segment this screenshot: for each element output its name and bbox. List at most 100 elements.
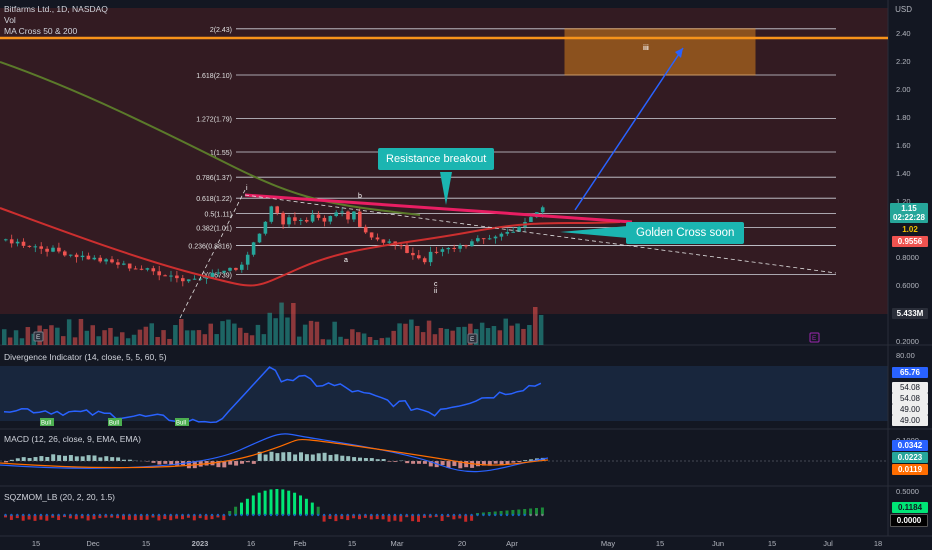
sqz-dot [529, 513, 532, 517]
volume-bar [379, 338, 385, 345]
sqz-bar [428, 515, 432, 518]
sqz-dot [216, 513, 220, 517]
sqz-dot [423, 513, 426, 517]
sqz-dot [69, 513, 72, 517]
golden-cross-pointer [560, 226, 628, 238]
candle-body [4, 239, 8, 241]
macd-histogram [228, 461, 233, 465]
sqz-dot [429, 513, 432, 517]
macd-histogram [122, 459, 126, 461]
volume-bar [367, 336, 373, 345]
sqz-dot [511, 513, 515, 517]
wave-iii-label: iii [643, 45, 649, 52]
candle-body [80, 255, 85, 258]
volume-bar [7, 337, 13, 345]
sqz-bar [369, 515, 373, 520]
volume-bar [90, 325, 95, 345]
ma-label[interactable]: MA Cross 50 & 200 [4, 26, 78, 36]
macd-histogram [316, 453, 321, 461]
resistance-line [244, 193, 633, 224]
sqz-dot [535, 513, 538, 517]
candle-body [352, 211, 356, 220]
sqz-bar [422, 515, 426, 518]
candle-body [92, 257, 97, 260]
sqz-bar [234, 506, 238, 515]
target-box [564, 28, 756, 76]
sqz-bar [411, 515, 415, 522]
candle-body [281, 212, 285, 225]
sqz-dot [122, 513, 125, 517]
resistance-pointer [440, 172, 452, 205]
sqz-bar [310, 502, 314, 515]
candle-body [234, 267, 238, 270]
sqz-bar [157, 515, 161, 521]
sqz-dot [252, 513, 255, 517]
sqz-bar [316, 506, 320, 515]
vol-label[interactable]: Vol [4, 15, 16, 25]
volume-bar [232, 323, 237, 345]
symbol-title[interactable]: Bitfarms Ltd., 1D, NASDAQ [4, 4, 108, 14]
divergence-legend[interactable]: Divergence Indicator (14, close, 5, 5, 6… [4, 352, 167, 362]
div-value-5: 49.00 [892, 415, 928, 426]
bull-marker [108, 418, 122, 426]
volume-bar [255, 324, 261, 345]
currency-label[interactable]: USD [895, 5, 912, 14]
sqz-bar [27, 515, 31, 520]
sqz-bar [529, 508, 533, 515]
dashed-trendline [244, 194, 837, 274]
sqz-dot [299, 513, 302, 517]
sqz-dot [346, 513, 349, 517]
volume-bar [267, 312, 272, 345]
resistance-callout[interactable]: Resistance breakout [378, 148, 495, 170]
macd-histogram [405, 461, 410, 464]
macd-legend[interactable]: MACD (12, 26, close, 9, EMA, EMA) [4, 434, 141, 444]
sqz-bar [33, 515, 37, 521]
macd-histogram [346, 456, 351, 461]
candle-body [257, 233, 262, 243]
sqz-bar [181, 515, 184, 520]
candle-body [110, 259, 114, 263]
macd-line [0, 433, 549, 473]
sqz-bar [163, 515, 167, 520]
sqz-dot [381, 513, 385, 517]
candle-body [198, 278, 203, 280]
sqz-dot [51, 513, 54, 517]
fib-label: 1.272(1.79) [196, 116, 232, 123]
candle-body [157, 271, 161, 276]
sqz-bar [251, 495, 255, 515]
candle-body [458, 245, 462, 249]
sqz-bar [198, 515, 202, 519]
macd-histogram [505, 461, 510, 465]
fib-label: 1.618(2.10) [196, 73, 232, 80]
sqz-bar [39, 515, 43, 520]
sqz-bar [57, 515, 61, 521]
macd-histogram [304, 454, 309, 461]
sqz-dot [16, 513, 19, 517]
volume-bar [397, 323, 402, 345]
candle-body [210, 272, 215, 278]
macd-value-2: 0.0223 [892, 452, 928, 463]
candle-body [340, 211, 344, 213]
sqz-bar [393, 515, 397, 521]
candle-body [470, 241, 474, 247]
macd-histogram [411, 461, 416, 464]
macd-histogram [369, 458, 374, 461]
sqz-dot [163, 513, 166, 517]
sqz-legend[interactable]: SQZMOM_LB (20, 2, 20, 1.5) [4, 492, 116, 502]
candle-body [21, 241, 26, 246]
time-tick: 15 [768, 539, 776, 548]
volume-bar [491, 326, 497, 345]
macd-histogram [293, 454, 298, 461]
golden-cross-callout[interactable]: Golden Cross soon [626, 222, 745, 244]
candle-body [116, 262, 120, 265]
sqz-dot [440, 513, 444, 517]
volume-bar [527, 325, 532, 345]
candle-body [293, 217, 297, 221]
macd-histogram [358, 457, 362, 461]
volume-bar [84, 330, 90, 345]
volume-bar [285, 317, 290, 345]
countdown: 02:22:28 [892, 213, 925, 222]
candle-body [428, 251, 433, 263]
